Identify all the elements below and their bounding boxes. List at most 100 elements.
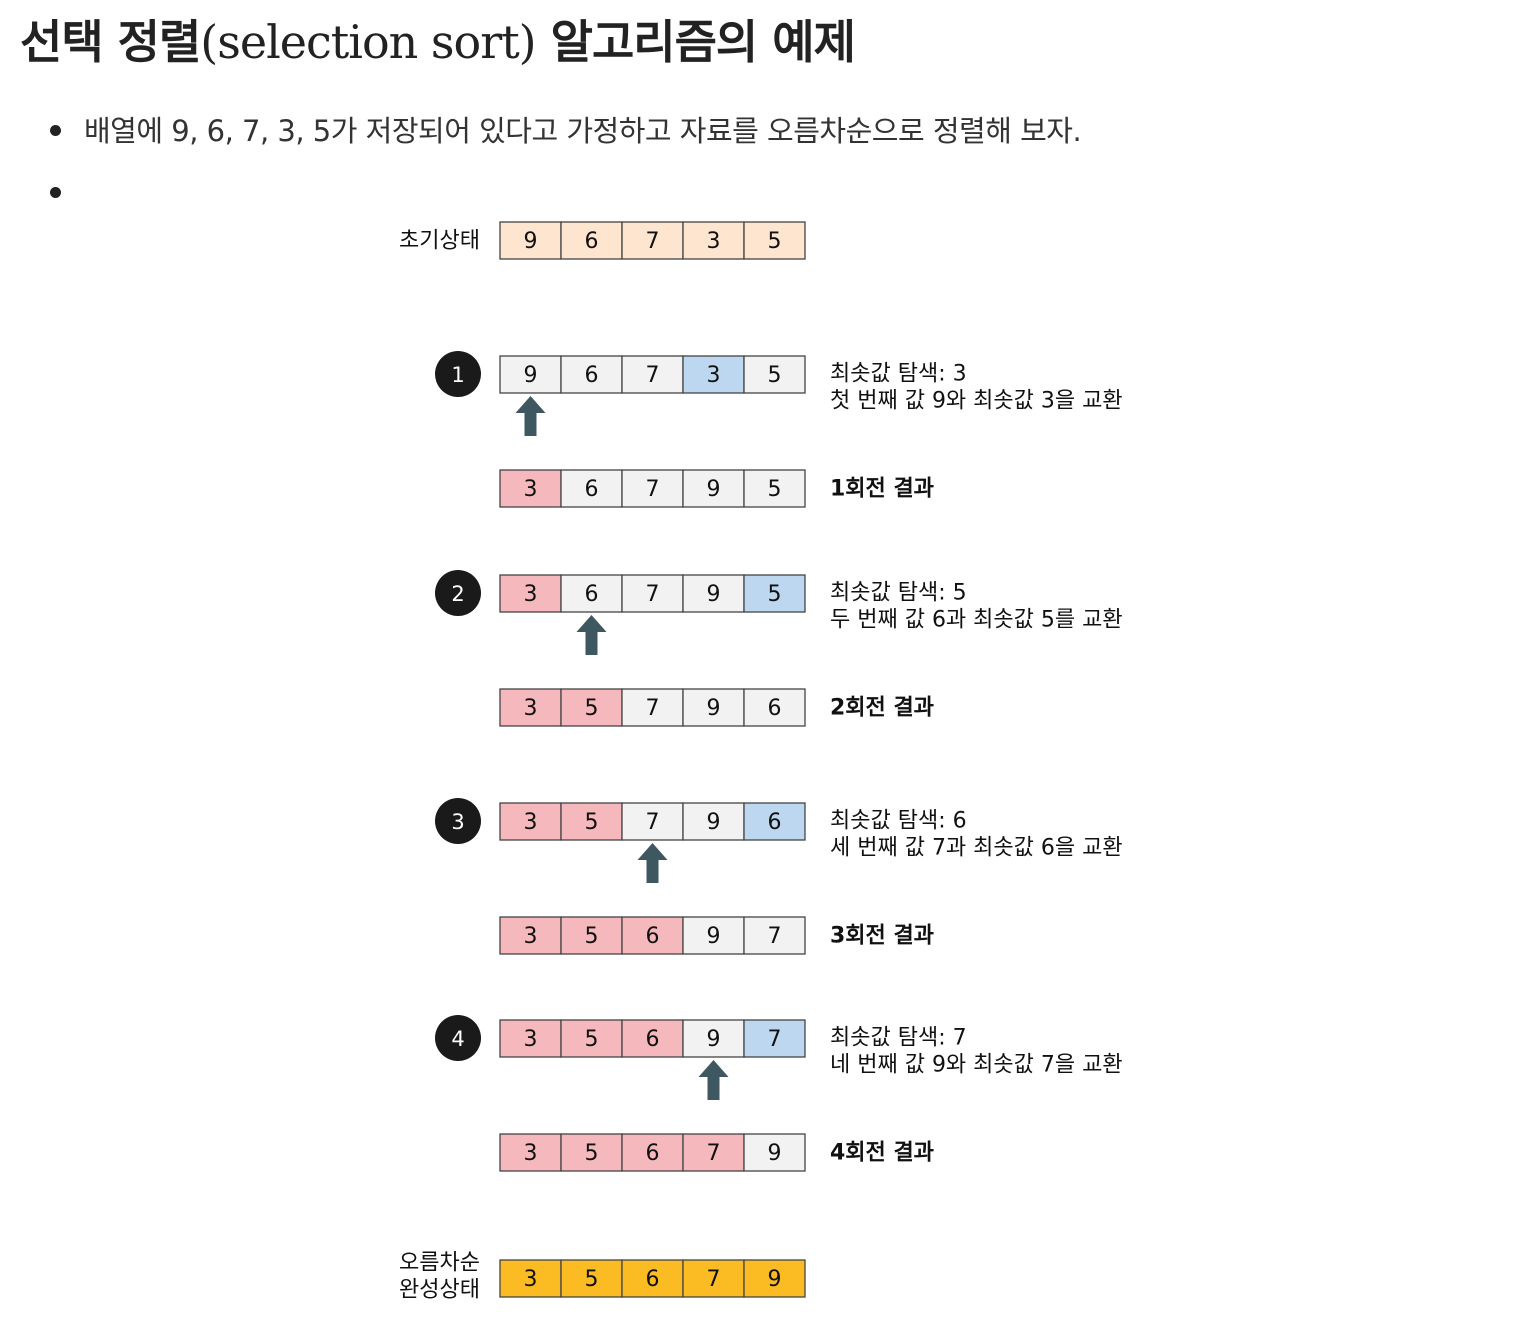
title-main: 선택 정렬	[20, 15, 201, 69]
array-cell	[743, 688, 806, 727]
array-cell	[499, 1019, 562, 1058]
swap-description: 세 번째 값 7과 최솟값 6을 교환	[830, 836, 1123, 861]
cell-value: 7	[646, 582, 660, 607]
array-cell	[682, 221, 745, 260]
array-cell	[499, 688, 562, 727]
array-cell	[621, 469, 684, 508]
cell-value: 7	[646, 696, 660, 721]
array-cell	[743, 469, 806, 508]
cell-value: 3	[524, 1141, 538, 1166]
cell-value: 5	[768, 363, 782, 388]
pass-array-after: 3 5 7 9 6	[499, 688, 806, 727]
array-cell	[743, 355, 806, 394]
array-cell	[560, 1133, 623, 1172]
cell-value: 3	[524, 924, 538, 949]
cell-value: 6	[646, 1267, 660, 1292]
array-cell	[743, 1133, 806, 1172]
cell-value: 9	[707, 924, 721, 949]
cell-value: 5	[768, 582, 782, 607]
array-cell	[621, 574, 684, 613]
up-arrow-icon	[515, 396, 546, 436]
final-label-line1: 오름차순	[399, 1251, 480, 1276]
final-array: 3 5 6 7 9	[499, 1259, 806, 1298]
cell-value: 6	[646, 924, 660, 949]
step-badge-number: 1	[451, 363, 464, 387]
cell-value: 6	[768, 696, 782, 721]
array-cell	[743, 1259, 806, 1298]
array-cell	[682, 469, 745, 508]
step-badge-number: 2	[451, 582, 464, 606]
array-cell	[682, 1133, 745, 1172]
array-cell	[682, 1259, 745, 1298]
cell-value: 5	[585, 1141, 599, 1166]
array-cell	[743, 574, 806, 613]
cell-value: 9	[524, 229, 538, 254]
pass-result-label: 3회전 결과	[830, 924, 934, 949]
array-cell	[560, 1019, 623, 1058]
cell-value: 5	[585, 1027, 599, 1052]
cell-value: 5	[585, 1267, 599, 1292]
array-cell	[621, 688, 684, 727]
cell-value: 3	[524, 1267, 538, 1292]
cell-value: 7	[646, 477, 660, 502]
title-tail: 알고리즘의 예제	[550, 15, 856, 69]
array-cell	[560, 355, 623, 394]
array-cell	[560, 688, 623, 727]
cell-value: 6	[585, 363, 599, 388]
pass-array-after: 3 6 7 9 5	[499, 469, 806, 508]
pass-array-before: 3 6 7 9 5	[499, 574, 806, 613]
bullet-dot	[50, 187, 61, 198]
cell-value: 9	[707, 810, 721, 835]
array-cell	[743, 916, 806, 955]
cell-value: 7	[646, 229, 660, 254]
array-cell	[499, 1259, 562, 1298]
cell-value: 3	[524, 696, 538, 721]
step-badge	[435, 1015, 481, 1061]
cell-value: 5	[585, 696, 599, 721]
pass-array-after: 3 5 6 7 9	[499, 1133, 806, 1172]
array-cell	[621, 355, 684, 394]
cell-value: 3	[707, 363, 721, 388]
cell-value: 9	[707, 696, 721, 721]
cell-value: 9	[707, 477, 721, 502]
cell-value: 7	[707, 1141, 721, 1166]
array-cell	[499, 574, 562, 613]
step-badge	[435, 351, 481, 397]
array-cell	[560, 916, 623, 955]
cell-value: 7	[646, 810, 660, 835]
swap-description: 첫 번째 값 9와 최솟값 3을 교환	[830, 389, 1123, 414]
min-search-text: 최솟값 탐색: 7	[830, 1026, 967, 1051]
swap-description: 네 번째 값 9와 최솟값 7을 교환	[830, 1053, 1123, 1078]
array-cell	[682, 574, 745, 613]
cell-value: 6	[585, 477, 599, 502]
cell-value: 6	[585, 582, 599, 607]
array-cell	[621, 1259, 684, 1298]
array-cell	[499, 1133, 562, 1172]
pass-result-label: 2회전 결과	[830, 696, 934, 721]
cell-value: 9	[707, 582, 721, 607]
swap-description: 두 번째 값 6과 최솟값 5를 교환	[830, 608, 1123, 633]
pass-result-label: 4회전 결과	[830, 1141, 934, 1166]
cell-value: 6	[585, 229, 599, 254]
bullet-dot	[50, 125, 61, 136]
min-search-text: 최솟값 탐색: 5	[830, 581, 967, 606]
intro-text: 배열에 9, 6, 7, 3, 5가 저장되어 있다고 가정하고 자료를 오름차…	[84, 114, 1082, 148]
array-cell	[682, 355, 745, 394]
cell-value: 7	[768, 1027, 782, 1052]
cell-value: 7	[768, 924, 782, 949]
initial-label: 초기상태	[399, 229, 480, 254]
pass-array-before: 3 5 6 9 7	[499, 1019, 806, 1058]
cell-value: 5	[768, 229, 782, 254]
pass-array-before: 9 6 7 3 5	[499, 355, 806, 394]
array-cell	[560, 469, 623, 508]
initial-array: 9 6 7 3 5	[499, 221, 806, 260]
cell-value: 7	[646, 363, 660, 388]
cell-value: 3	[524, 477, 538, 502]
title-paren: (selection sort)	[200, 15, 536, 69]
cell-value: 5	[585, 810, 599, 835]
array-cell	[743, 221, 806, 260]
pass-array-after: 3 5 6 9 7	[499, 916, 806, 955]
cell-value: 9	[768, 1141, 782, 1166]
step-badge-number: 4	[451, 1027, 464, 1051]
